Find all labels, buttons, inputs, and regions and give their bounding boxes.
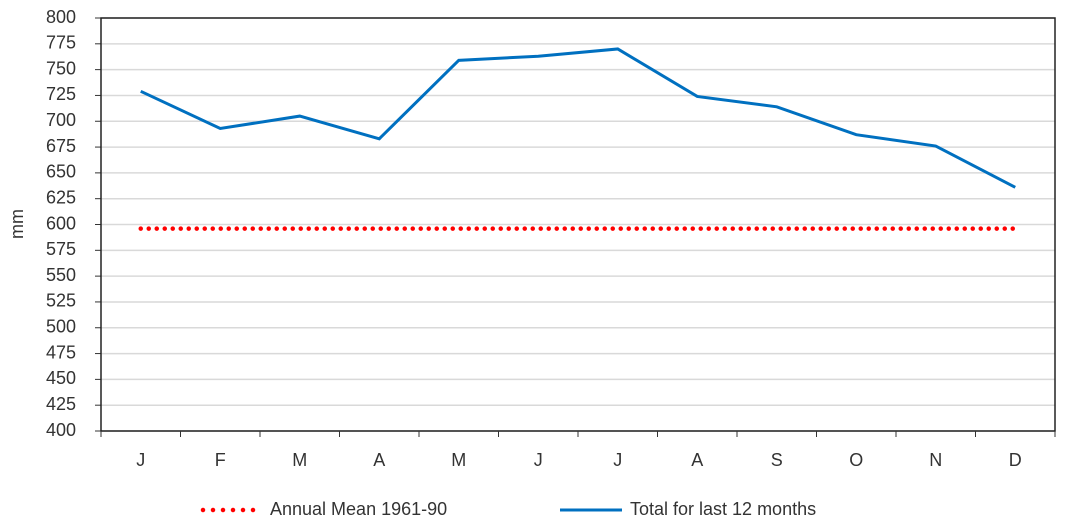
x-tick-label: A xyxy=(373,450,385,470)
y-tick-label: 800 xyxy=(46,7,76,27)
y-tick-label: 550 xyxy=(46,265,76,285)
x-tick-label: J xyxy=(136,450,145,470)
legend-label: Annual Mean 1961-90 xyxy=(270,499,447,519)
x-tick-label: J xyxy=(613,450,622,470)
y-axis-label: mm xyxy=(7,209,27,239)
y-tick-label: 475 xyxy=(46,342,76,362)
x-tick-label: S xyxy=(771,450,783,470)
x-tick-label: N xyxy=(929,450,942,470)
y-tick-label: 650 xyxy=(46,162,76,182)
y-tick-label: 625 xyxy=(46,187,76,207)
y-tick-label: 675 xyxy=(46,136,76,156)
series-line xyxy=(140,47,1016,189)
y-tick-label: 450 xyxy=(46,368,76,388)
x-tick-label: A xyxy=(691,450,703,470)
x-tick-label: M xyxy=(451,450,466,470)
x-tick-label: D xyxy=(1009,450,1022,470)
y-tick-label: 725 xyxy=(46,84,76,104)
x-tick-label: F xyxy=(215,450,226,470)
y-tick-label: 600 xyxy=(46,213,76,233)
y-tick-label: 775 xyxy=(46,33,76,53)
y-tick-label: 525 xyxy=(46,291,76,311)
legend-label: Total for last 12 months xyxy=(630,499,816,519)
y-tick-label: 700 xyxy=(46,110,76,130)
y-tick-label: 400 xyxy=(46,420,76,440)
y-tick-label: 425 xyxy=(46,394,76,414)
x-tick-label: O xyxy=(849,450,863,470)
y-tick-label: 575 xyxy=(46,239,76,259)
x-tick-label: M xyxy=(292,450,307,470)
y-tick-label: 500 xyxy=(46,317,76,337)
x-tick-label: J xyxy=(534,450,543,470)
y-tick-label: 750 xyxy=(46,58,76,78)
